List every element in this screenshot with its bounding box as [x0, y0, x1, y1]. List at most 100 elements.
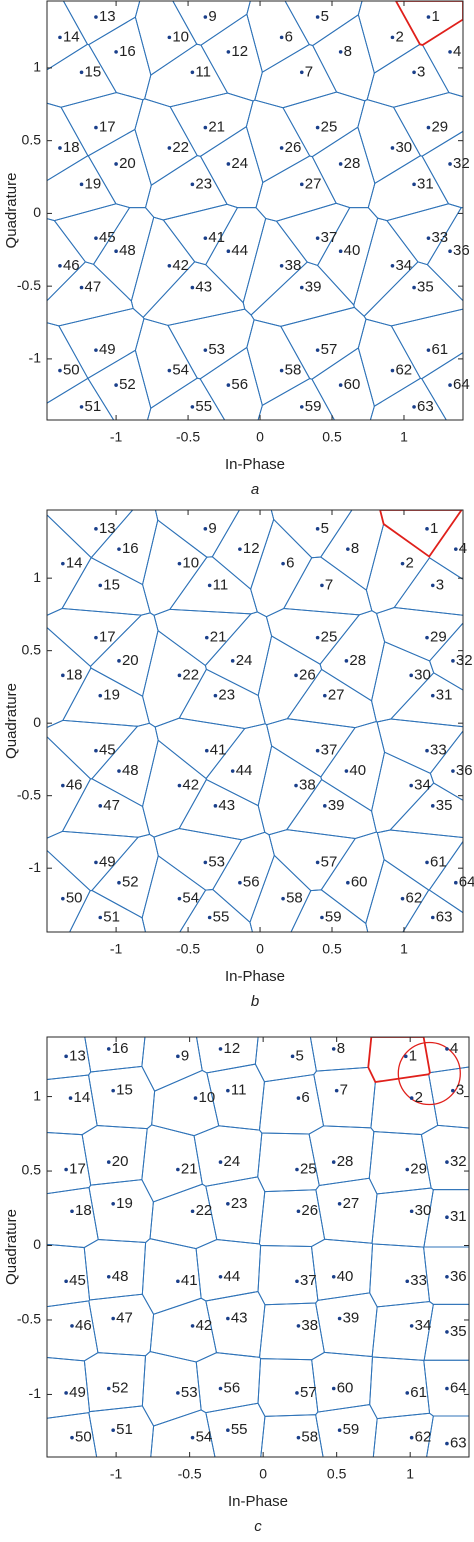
- voronoi-cell: [249, 854, 312, 932]
- point-label: 4: [450, 1040, 458, 1057]
- constellation-point: [430, 693, 435, 698]
- constellation-point: [331, 1386, 336, 1391]
- constellation-point: [409, 783, 413, 788]
- point-label: 23: [195, 175, 212, 192]
- x-tick-label: 0.5: [327, 1466, 347, 1482]
- point-label: 11: [231, 1082, 247, 1099]
- point-label: 1: [409, 1047, 417, 1064]
- point-label: 34: [414, 777, 431, 794]
- constellation-point: [226, 50, 231, 54]
- constellation-point: [296, 1435, 301, 1440]
- axes-box: [46, 0, 464, 421]
- constellation-point: [279, 368, 284, 373]
- y-tick-label: 0: [33, 1236, 41, 1252]
- point-label: 22: [172, 139, 189, 156]
- point-label: 21: [210, 629, 227, 646]
- constellation-point: [61, 896, 65, 901]
- point-label: 30: [395, 139, 412, 156]
- y-tick-label: -1: [29, 859, 42, 875]
- constellation-point: [117, 880, 121, 885]
- point-label: 47: [116, 1309, 133, 1326]
- x-tick-label: 0: [256, 941, 264, 957]
- y-tick-label: -0.5: [17, 1311, 41, 1327]
- point-label: 49: [99, 341, 116, 358]
- point-label: 54: [172, 362, 189, 379]
- point-label: 51: [103, 908, 120, 925]
- point-label: 32: [453, 155, 470, 172]
- constellation-point: [448, 162, 452, 166]
- constellation-point: [295, 1279, 299, 1284]
- constellation-point: [79, 285, 84, 290]
- point-label: 59: [343, 1421, 360, 1438]
- point-label: 20: [119, 155, 136, 172]
- constellation-point: [111, 1202, 115, 1206]
- point-label: 12: [231, 43, 248, 60]
- constellation-point: [445, 1441, 449, 1446]
- constellation-point: [445, 1160, 449, 1164]
- constellation-point: [70, 1324, 74, 1328]
- point-label: 37: [321, 229, 338, 246]
- constellation-point: [79, 405, 84, 409]
- voronoi-cell: [429, 622, 463, 691]
- point-label: 4: [453, 43, 461, 60]
- constellation-point: [400, 896, 405, 901]
- constellation-point: [106, 1386, 111, 1391]
- constellation-point: [167, 146, 172, 150]
- constellation-point: [114, 50, 118, 54]
- point-label: 26: [285, 139, 302, 156]
- constellation-point: [344, 769, 349, 773]
- annotation-circle: [397, 1041, 461, 1106]
- x-tick-label: 1: [400, 941, 408, 957]
- constellation-point: [445, 1386, 449, 1391]
- constellation-point: [167, 368, 172, 373]
- constellation-point: [331, 1274, 336, 1279]
- constellation-point: [323, 804, 327, 808]
- constellation-point: [315, 348, 320, 352]
- point-label: 63: [436, 908, 453, 925]
- constellation-point: [323, 693, 327, 698]
- point-label: 38: [299, 777, 316, 794]
- voronoi-cell: [423, 1246, 469, 1305]
- constellation-point: [111, 1316, 115, 1321]
- constellation-point: [203, 125, 208, 130]
- y-tick-label: 0: [33, 204, 41, 220]
- constellation-point: [94, 527, 98, 531]
- constellation-point: [409, 1096, 414, 1100]
- point-label: 60: [351, 874, 368, 891]
- point-label: 59: [325, 908, 342, 925]
- voronoi-cell: [429, 730, 463, 801]
- constellation-point: [203, 860, 208, 865]
- constellation-point: [425, 527, 429, 531]
- constellation-point: [58, 263, 62, 268]
- point-label: 18: [63, 139, 80, 156]
- constellation-point: [400, 561, 405, 566]
- plot-area: [47, 1037, 469, 1457]
- constellation-point: [426, 236, 431, 240]
- point-label: 64: [450, 1379, 467, 1396]
- caption: b: [251, 993, 259, 1010]
- y-tick-label: 1: [33, 1087, 41, 1103]
- point-label: 19: [116, 1195, 133, 1212]
- constellation-point: [338, 383, 343, 387]
- point-label: 16: [119, 43, 136, 60]
- constellation-point: [346, 880, 350, 885]
- constellation-point: [445, 1330, 449, 1334]
- highlight-cell: [379, 510, 463, 558]
- voronoi-cell: [420, 1124, 469, 1191]
- constellation-point: [405, 1279, 410, 1284]
- constellation-point: [426, 15, 431, 19]
- point-label: 3: [417, 63, 425, 80]
- point-label: 36: [453, 242, 470, 259]
- y-tick-label: -0.5: [17, 786, 41, 802]
- voronoi-cell: [205, 207, 267, 304]
- constellation-point: [203, 348, 208, 352]
- point-label: 9: [208, 520, 216, 537]
- point-label: 17: [99, 629, 116, 646]
- point-label: 57: [321, 341, 338, 358]
- constellation-point: [106, 1274, 111, 1279]
- voronoi-cell: [211, 510, 275, 591]
- constellation-point: [279, 263, 284, 268]
- constellation-point: [290, 1054, 295, 1059]
- point-label: 17: [99, 119, 116, 136]
- highlight-cell: [394, 1, 463, 46]
